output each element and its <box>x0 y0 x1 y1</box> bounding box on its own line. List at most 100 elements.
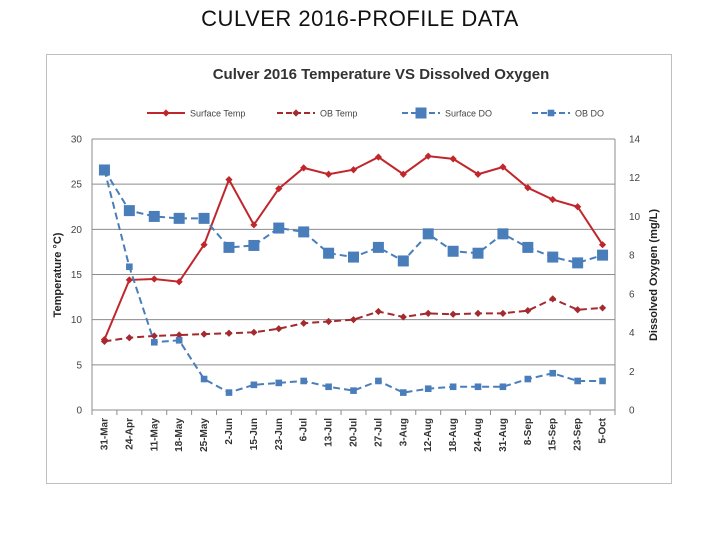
x-tick-label: 24-Aug <box>473 418 484 452</box>
legend-swatch-marker <box>292 109 300 117</box>
y-tick-label: 30 <box>71 135 83 146</box>
legend-label: Surface DO <box>445 109 492 119</box>
y2-axis-label: Dissolved Oxygen (mg/L) <box>648 209 660 341</box>
data-point <box>449 310 457 318</box>
data-point <box>400 389 407 396</box>
data-point <box>424 152 432 160</box>
data-point <box>298 226 310 238</box>
y-tick-label: 15 <box>71 270 83 281</box>
data-point <box>225 329 233 337</box>
data-point <box>150 275 158 283</box>
x-tick-label: 15-Jun <box>249 418 260 450</box>
x-tick-label: 18-Aug <box>448 418 459 452</box>
data-point <box>574 306 582 314</box>
legend-item: OB DO <box>532 109 604 119</box>
data-point <box>474 309 482 317</box>
data-point <box>524 307 532 315</box>
x-tick-label: 23-Sep <box>573 418 584 451</box>
data-point <box>173 212 185 224</box>
data-point <box>125 334 133 342</box>
y2-tick-label: 8 <box>629 251 635 262</box>
data-point <box>123 205 135 217</box>
data-point <box>375 377 382 385</box>
data-point <box>275 325 283 333</box>
data-point <box>572 257 584 269</box>
data-point <box>300 319 308 327</box>
y2-tick-label: 6 <box>629 289 635 300</box>
data-point <box>200 375 208 383</box>
data-point <box>349 166 358 174</box>
data-point <box>126 263 133 271</box>
x-tick-label: 18-May <box>174 418 185 452</box>
y2-tick-label: 10 <box>629 212 641 223</box>
data-point <box>524 375 532 383</box>
legend-item: Surface DO <box>402 107 492 119</box>
x-tick-label: 2-Jun <box>224 418 235 445</box>
data-point <box>549 195 557 204</box>
series-line <box>103 169 603 394</box>
data-point <box>248 239 260 251</box>
legend-label: OB DO <box>575 109 604 119</box>
chart-svg: Culver 2016 Temperature VS Dissolved Oxy… <box>52 66 660 452</box>
chart-frame: Culver 2016 Temperature VS Dissolved Oxy… <box>46 54 672 484</box>
data-point <box>424 385 432 393</box>
data-point <box>397 255 409 267</box>
data-point <box>499 309 507 317</box>
slide-title: CULVER 2016-PROFILE DATA <box>201 6 519 31</box>
data-point <box>150 332 158 340</box>
data-point <box>449 383 457 391</box>
data-point <box>275 185 283 193</box>
data-point <box>223 241 235 253</box>
data-point <box>349 316 358 324</box>
data-point <box>499 163 507 171</box>
y-tick-label: 0 <box>76 406 82 417</box>
axes: 0 5 10 15 20 25 30 0 2 4 6 8 10 12 14 31-Mar 24-Apr 11-Ma… <box>71 135 641 452</box>
data-point <box>449 155 457 163</box>
data-point <box>148 210 160 222</box>
y-axis-label: Temperature °C) <box>52 232 64 317</box>
data-point <box>524 184 532 192</box>
data-point <box>273 222 285 234</box>
x-tick-label: 23-Jun <box>274 418 285 450</box>
data-point <box>447 245 459 257</box>
data-point <box>200 241 208 249</box>
data-point <box>472 247 484 259</box>
x-tick-label: 25-May <box>199 418 210 452</box>
x-tick-label: 6-Jul <box>299 418 310 442</box>
x-tick-label: 31-Aug <box>498 418 509 452</box>
data-point <box>250 328 258 336</box>
data-point <box>597 249 609 261</box>
series-ob-temp <box>100 295 607 345</box>
data-point <box>350 387 357 394</box>
x-tick-label: 15-Sep <box>548 418 559 451</box>
data-point <box>547 251 559 263</box>
data-point <box>372 241 384 253</box>
data-point <box>324 170 333 178</box>
x-tick-label: 12-Aug <box>423 418 434 452</box>
data-point <box>374 307 383 316</box>
data-point <box>275 379 283 387</box>
data-point <box>399 313 407 321</box>
data-point <box>323 247 335 259</box>
data-point <box>200 330 208 338</box>
data-point <box>374 153 383 161</box>
data-point <box>324 317 333 326</box>
data-point <box>348 251 359 263</box>
data-point <box>598 304 607 312</box>
y2-tick-label: 0 <box>629 406 635 417</box>
x-tick-label: 31-Mar <box>99 418 110 450</box>
series-surface-do <box>98 164 609 269</box>
y2-tick-label: 4 <box>629 328 635 339</box>
y-tick-label: 20 <box>71 225 83 236</box>
data-point <box>497 228 509 240</box>
legend-swatch-marker <box>415 107 427 119</box>
data-point <box>574 203 582 211</box>
data-point <box>198 212 210 224</box>
data-point <box>522 241 534 253</box>
data-point <box>499 383 507 391</box>
data-point <box>598 241 607 249</box>
data-point <box>175 337 183 344</box>
x-tick-label: 24-Apr <box>124 418 135 450</box>
y-tick-label: 25 <box>71 180 83 191</box>
legend-item: OB Temp <box>277 109 357 119</box>
